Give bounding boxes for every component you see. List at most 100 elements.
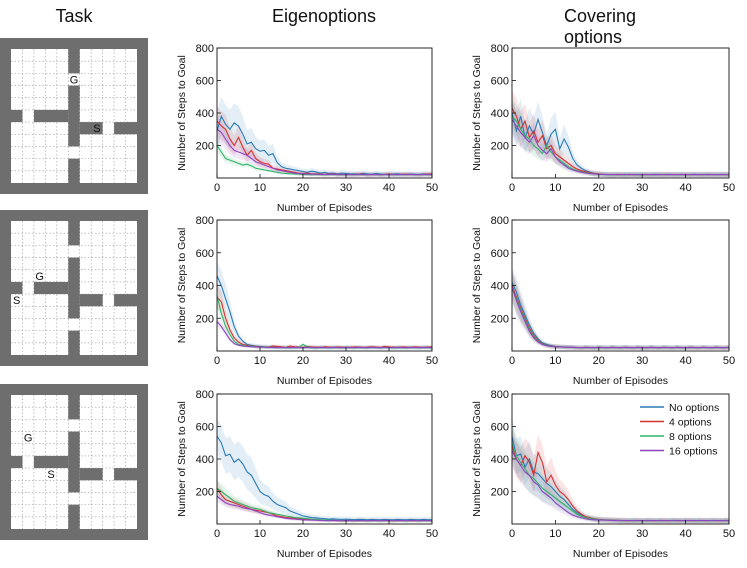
start-label: S (93, 123, 100, 135)
x-axis-label: Number of Episodes (277, 375, 372, 387)
goal-label: G (24, 433, 33, 445)
task-grid-3: GS (0, 384, 148, 540)
y-axis-label: Number of Steps to Goal (176, 55, 188, 171)
wall-horizontal-right (114, 294, 137, 307)
y-tick-label: 200 (491, 313, 509, 325)
wall-vertical (68, 158, 80, 183)
y-tick-label: 800 (196, 215, 214, 227)
y-tick-label: 800 (491, 389, 509, 401)
series-line (511, 450, 730, 522)
wall-horizontal-right (114, 122, 137, 135)
series-line (511, 285, 730, 349)
x-tick-label: 20 (297, 355, 309, 367)
series-band (512, 428, 729, 524)
wall-horizontal-right (79, 468, 103, 481)
y-tick-label: 600 (491, 248, 509, 260)
x-tick-label: 20 (593, 355, 605, 367)
x-tick-label: 0 (509, 528, 515, 540)
wall-horizontal-left (11, 281, 23, 295)
wall-horizontal-left (33, 455, 69, 469)
y-tick-label: 200 (491, 487, 509, 499)
x-tick-label: 30 (636, 182, 648, 194)
y-tick-label: 400 (491, 108, 509, 120)
series-line (511, 107, 730, 176)
x-tick-label: 50 (426, 355, 438, 367)
series-band (217, 479, 432, 523)
series-line (216, 128, 433, 176)
x-tick-label: 30 (636, 355, 648, 367)
series-line (511, 119, 730, 176)
legend-label: 16 options (669, 446, 717, 458)
x-tick-label: 30 (636, 528, 648, 540)
x-tick-label: 10 (254, 528, 266, 540)
x-tick-label: 50 (426, 182, 438, 194)
chart-5: 0 10 20 30 40 50 200 400 600 800 Number of Episode… (176, 389, 438, 560)
wall-horizontal-right (79, 122, 103, 135)
series-band (217, 479, 432, 523)
series-line (216, 295, 433, 349)
x-tick-label: 40 (383, 182, 395, 194)
series-line (216, 296, 433, 348)
series-band (217, 490, 432, 523)
y-tick-label: 400 (491, 281, 509, 293)
x-tick-label: 50 (723, 355, 735, 367)
x-tick-label: 30 (340, 528, 352, 540)
y-tick-label: 600 (196, 76, 214, 88)
legend-label: No options (669, 402, 719, 414)
task-grid-2: GS (0, 210, 148, 366)
y-tick-label: 200 (491, 141, 509, 153)
series-line (216, 435, 433, 521)
y-tick-label: 400 (196, 454, 214, 466)
series-line (511, 282, 730, 349)
x-tick-label: 0 (509, 355, 515, 367)
x-tick-label: 40 (679, 355, 691, 367)
wall-horizontal-left (11, 455, 23, 469)
wall-vertical (68, 395, 80, 420)
x-tick-label: 50 (426, 528, 438, 540)
legend-label: 4 options (669, 417, 712, 429)
start-label: S (47, 469, 54, 481)
chart-4: 0 10 20 30 40 50 200 400 600 800 Number of Episode… (471, 215, 735, 387)
x-tick-label: 10 (549, 528, 561, 540)
chart-2: 0 10 20 30 40 50 200 400 600 800 Number of Episode… (471, 43, 735, 214)
goal-label: G (70, 74, 79, 86)
y-tick-label: 400 (196, 281, 214, 293)
y-tick-label: 200 (196, 487, 214, 499)
x-tick-label: 0 (509, 182, 515, 194)
wall-horizontal-right (114, 468, 137, 481)
series-band (512, 272, 729, 350)
x-tick-label: 10 (549, 355, 561, 367)
x-tick-label: 50 (723, 182, 735, 194)
y-tick-label: 200 (196, 313, 214, 325)
x-tick-label: 20 (297, 182, 309, 194)
y-axis-label: Number of Steps to Goal (176, 401, 188, 517)
start-label: S (13, 295, 20, 307)
wall-vertical (68, 85, 80, 147)
x-tick-label: 10 (254, 355, 266, 367)
wall-horizontal-left (33, 109, 69, 123)
y-tick-label: 800 (491, 43, 509, 55)
series-band (217, 418, 432, 523)
wall-vertical (68, 49, 80, 74)
wall-horizontal-left (33, 281, 69, 295)
series-line (216, 495, 433, 522)
x-axis-label: Number of Episodes (277, 202, 372, 214)
chart-1: 0 10 20 30 40 50 200 400 600 800 Number of Episode… (176, 43, 438, 214)
legend-label: 8 options (669, 431, 712, 443)
y-axis-label: Number of Steps to Goal (471, 401, 483, 517)
x-tick-label: 30 (340, 182, 352, 194)
task-grid-1: GS (0, 38, 148, 194)
wall-vertical (68, 330, 80, 355)
plot-frame (511, 219, 730, 352)
wall-horizontal-left (11, 109, 23, 123)
series-line (216, 114, 433, 175)
series-line (511, 286, 730, 349)
series-band (512, 90, 729, 178)
x-tick-label: 40 (383, 355, 395, 367)
y-tick-label: 400 (196, 108, 214, 120)
x-tick-label: 10 (549, 182, 561, 194)
x-axis-label: Number of Episodes (573, 202, 668, 214)
x-tick-label: 50 (723, 528, 735, 540)
x-tick-label: 40 (679, 182, 691, 194)
